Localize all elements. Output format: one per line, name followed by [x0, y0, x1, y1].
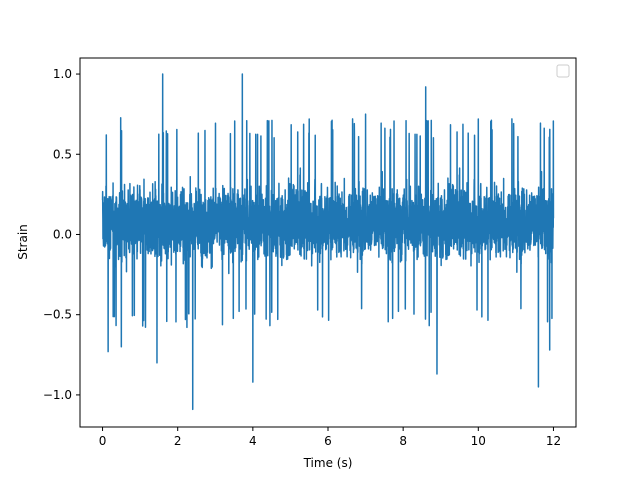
x-tick-label: 12 — [546, 434, 561, 448]
strain-series — [101, 73, 555, 411]
x-tick-label: 2 — [174, 434, 182, 448]
legend-box — [556, 64, 570, 78]
y-tick-label: 1.0 — [53, 67, 72, 81]
x-tick-label: 8 — [399, 434, 407, 448]
y-tick-label: −1.0 — [43, 388, 72, 402]
x-axis-label: Time (s) — [303, 456, 353, 470]
x-tick-label: 10 — [471, 434, 486, 448]
y-tick-label: 0.0 — [53, 227, 72, 241]
x-tick-label: 0 — [99, 434, 107, 448]
y-axis: −1.0 −0.5 0.0 0.5 1.0 — [43, 67, 80, 402]
y-tick-label: 0.5 — [53, 147, 72, 161]
x-tick-label: 6 — [324, 434, 332, 448]
x-tick-label: 4 — [249, 434, 257, 448]
x-axis: 0 2 4 6 8 10 12 — [99, 427, 561, 448]
strain-line — [101, 73, 555, 411]
y-axis-label: Strain — [16, 224, 30, 260]
y-tick-label: −0.5 — [43, 308, 72, 322]
